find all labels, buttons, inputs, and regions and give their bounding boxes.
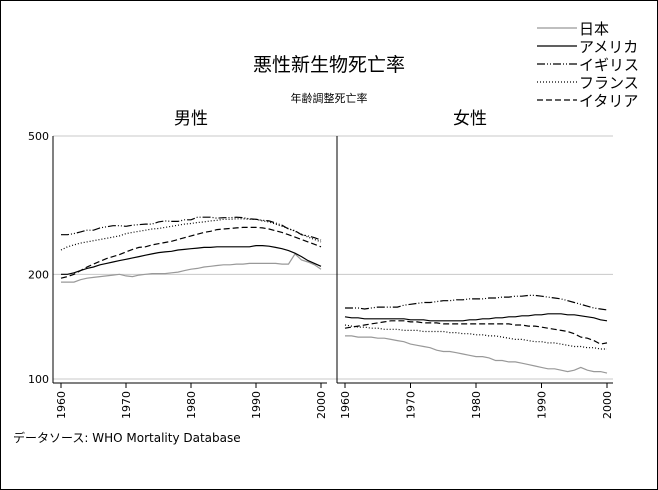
- x-tick-label: 1970: [405, 391, 418, 419]
- series-line-e697a5e69cac: [345, 335, 608, 374]
- legend-label: 日本: [579, 20, 609, 38]
- legend-label: イタリア: [579, 92, 638, 110]
- legend-label: フランス: [579, 74, 639, 92]
- source-note: データソース: WHO Mortality Database: [13, 430, 241, 445]
- y-tick-label: 500: [28, 130, 49, 143]
- series-line-e697a5e69cac: [61, 252, 322, 283]
- x-tick-label: 2000: [315, 391, 328, 419]
- series-line-e382a4e382aee383aae382b9: [345, 294, 608, 311]
- panel-title: 女性: [453, 109, 487, 129]
- panel-1: 男性 1960 1970 1980 1990 2000: [52, 109, 328, 419]
- series-line-e382a2e383a1e383aae382ab: [61, 245, 322, 275]
- panel-2: 女性 1960 1970 1980 1990 2000: [336, 109, 614, 419]
- x-tick-label: 2000: [601, 391, 614, 419]
- series-line-e38395e383a9e383b3e382b9: [60, 218, 322, 251]
- x-tick-label: 1990: [536, 391, 549, 419]
- legend-label: イギリス: [579, 56, 639, 74]
- series-line-e382a4e382aee383aae382b9: [61, 216, 322, 241]
- legend-label: アメリカ: [579, 38, 638, 56]
- x-tick-label: 1980: [470, 391, 483, 419]
- chart-title: 悪性新生物死亡率: [253, 54, 405, 76]
- x-tick-label: 1960: [55, 391, 68, 419]
- x-tick-label: 1970: [120, 391, 133, 419]
- panel-title: 男性: [174, 109, 208, 129]
- chart-subtitle: 年齢調整死亡率: [291, 91, 368, 105]
- panels: 100 200 500 男性 1960 1970 1980 1990 2000 女性 1960 197…: [28, 109, 614, 419]
- y-tick-label: 100: [28, 373, 49, 386]
- y-tick-label: 200: [28, 268, 49, 281]
- series-line-e382a4e382bfe383aae382a2: [60, 226, 322, 279]
- series-line-e382a4e382bfe383aae382a2: [344, 320, 608, 345]
- x-tick-label: 1960: [339, 391, 352, 419]
- series-line-e38395e383a9e383b3e382b9: [344, 324, 607, 350]
- x-tick-label: 1990: [250, 391, 263, 419]
- series-line-e382a2e383a1e383aae382ab: [344, 313, 608, 322]
- x-tick-label: 1980: [185, 391, 198, 419]
